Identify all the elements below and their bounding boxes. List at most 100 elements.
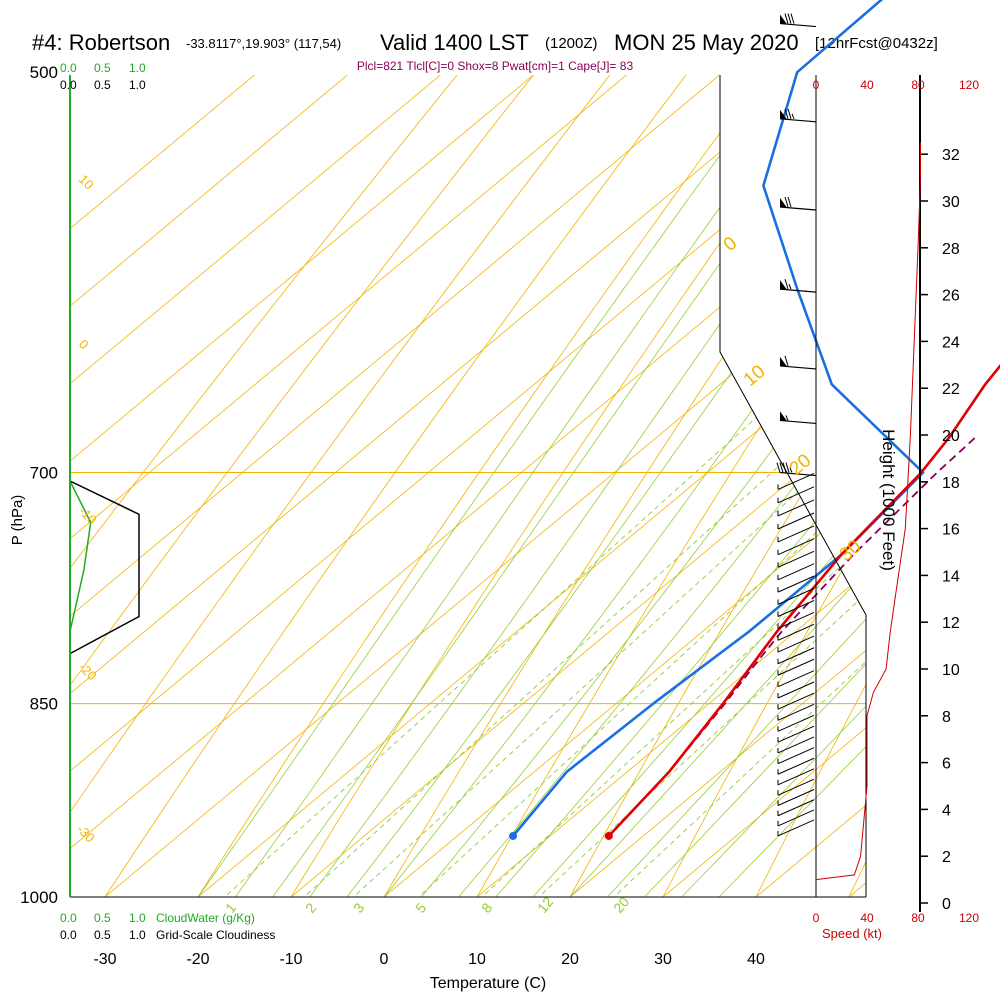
wind-barb [777,472,815,490]
wind-barb [777,809,815,827]
wind-barb [777,612,815,629]
moist-adiabat-line [480,75,866,897]
dry-adiabat-line [255,75,866,897]
x-axis-label: Temperature (C) [430,975,546,992]
wind-barb [777,525,815,543]
wind-barb [779,411,817,425]
moist-adiabat-line [193,75,866,897]
valid-time: Valid 1400 LST [380,30,529,55]
barb-pennant [780,280,787,290]
temperature-tick-label: 30 [654,951,672,968]
barb-staff [777,472,815,490]
mixing-ratio-line [418,75,866,897]
speed-axis-bottom: 0 40 80 120 [813,911,980,925]
wind-barb [777,647,815,665]
barb-staff [777,725,815,743]
barb-staff [777,525,815,543]
isotherm-line [569,75,866,897]
barb-staff [777,635,815,653]
height-tick-label: 30 [942,194,960,211]
isotherm-line [290,75,866,897]
dry-adiabat-label: 10 [740,361,770,391]
barb-half [791,113,795,120]
barb-half [788,283,792,290]
barb-staff [777,768,815,786]
speed-tick-bot-2: 80 [911,911,925,925]
height-tick-label: 24 [942,334,960,351]
mixing-ratio-label: 5 [412,900,429,916]
parcel-line [608,437,976,837]
barb-staff [777,670,815,688]
wind-barb [777,703,815,721]
speed-tick-top-2: 80 [911,78,925,92]
stability-indices: Plcl=821 Tlcl[C]=0 Shox=8 Pwat[cm]=1 Cap… [357,59,634,73]
barb-pennant [780,411,787,422]
cw-tick-bot-1: 0.5 [94,911,111,925]
barb-full [787,108,792,119]
speed-tick-top-0: 0 [813,78,820,92]
moist-adiabat-line [265,75,866,897]
barb-staff [777,778,815,796]
barb-staff [777,587,815,605]
mixing-ratio-line [160,75,866,897]
pressure-tick-label: 850 [30,695,58,714]
cloud-water-scale-bottom: 0.0 0.5 1.0 CloudWater (g/Kg) [60,911,255,925]
barb-staff [777,681,815,699]
wind-barb [779,13,817,28]
wind-barb [777,587,815,605]
isotherm-line [70,75,866,897]
wind-barb [777,499,815,517]
temperature-tick-label: -20 [186,951,209,968]
cw-tick-top-1: 0.5 [94,61,111,75]
barb-staff [777,647,815,665]
wind-barb [777,670,815,688]
dry-adiabat-line [70,75,866,897]
pressure-tick-label: 1000 [20,888,58,907]
wind-barb [777,819,815,837]
isotherm-label: -30 [74,822,98,846]
mixing-ratio-line [240,75,866,897]
wind-barb [777,725,815,743]
barb-staff [777,703,815,721]
dry-adiabat-label: 30 [836,536,866,566]
barb-staff [777,612,815,629]
mixing-ratio-label: 2 [302,900,319,916]
cl-tick-bot-2: 1.0 [129,928,146,942]
wind-barb [777,789,815,806]
wind-barb [779,278,817,293]
cloudiness-scale-top: 0.0 0.5 1.0 [60,78,146,92]
wind-barb [779,355,817,370]
dewpoint-line [512,0,925,837]
wind-barb [777,681,815,699]
barb-half [789,467,793,473]
cloudiness-label: Grid-Scale Cloudiness [156,928,275,942]
isotherm-line [197,75,866,897]
wind-barb [777,550,815,568]
isotherm-label: 10 [76,172,97,193]
wind-speed-line [815,142,921,881]
dry-adiabat-line [349,75,866,897]
height-tick-label: 22 [942,381,960,398]
barb-staff [777,575,815,593]
isotherm-line [104,75,866,897]
wind-barb [777,512,815,530]
valid-date: MON 25 May 2020 [614,30,799,55]
cl-tick-top-2: 1.0 [129,78,146,92]
moist-adiabat-line [408,75,866,897]
speed-tick-top-1: 40 [860,78,874,92]
barb-staff [777,736,815,754]
wind-barb [779,108,817,123]
isotherm-line [70,75,866,897]
moist-adiabat-line [301,75,866,897]
station-title: #4: Robertson [32,30,170,55]
barb-staff [777,512,815,530]
cloud-water-scale-top: 0.0 0.5 1.0 [60,61,146,75]
speed-tick-bot-3: 120 [959,911,979,925]
height-tick-label: 10 [942,662,960,679]
temperature-tick-label: -30 [93,951,116,968]
barb-staff [777,563,815,581]
barb-pennant [780,14,787,25]
temperature-tick-label: -10 [279,951,302,968]
